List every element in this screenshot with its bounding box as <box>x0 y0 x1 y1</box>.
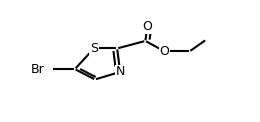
Text: O: O <box>160 45 170 58</box>
Text: S: S <box>90 42 98 55</box>
Text: Br: Br <box>31 63 45 76</box>
Text: O: O <box>142 20 152 33</box>
Text: N: N <box>115 65 125 78</box>
